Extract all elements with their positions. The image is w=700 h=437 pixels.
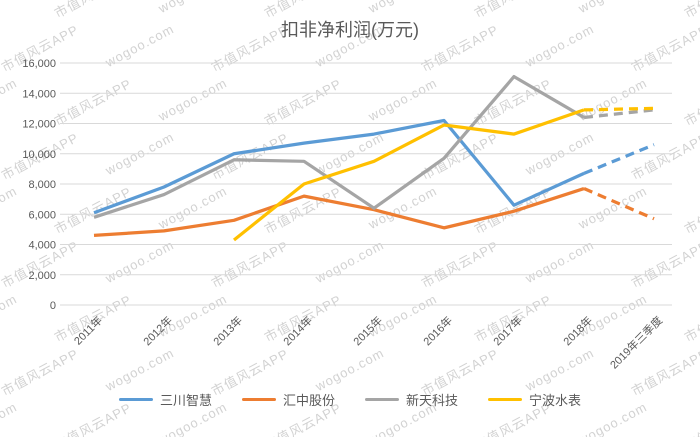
series-line-solid [232, 108, 585, 242]
y-tick-label: 0 [50, 300, 56, 312]
y-tick-label: 14,000 [22, 88, 56, 100]
legend-item: 新天科技 [365, 390, 458, 409]
legend-line-swatch [365, 397, 399, 402]
legend-line-swatch [118, 397, 153, 402]
legend-label: 新天科技 [406, 393, 459, 408]
x-tick-label: 2014年 [280, 313, 315, 348]
x-tick-label: 2019年三季度 [607, 313, 665, 371]
x-tick-label: 2011年 [71, 313, 105, 347]
series-line-dashed [583, 108, 655, 120]
y-tick-label: 12,000 [22, 119, 56, 131]
legend-label: 汇中股份 [282, 393, 335, 408]
y-tick-label: 6,000 [28, 209, 56, 221]
legend-item: 汇中股份 [241, 390, 335, 409]
series-line-dashed [583, 143, 655, 175]
y-tick-label: 8,000 [28, 179, 56, 191]
y-tick-label: 16,000 [22, 58, 56, 70]
x-tick-label: 2012年 [140, 313, 175, 348]
series-line-dashed [583, 187, 655, 221]
x-tick-label: 2016年 [420, 313, 455, 348]
legend-label: 三川智慧 [159, 393, 212, 408]
y-tick-label: 4,000 [28, 240, 56, 252]
legend-line-swatch [241, 397, 276, 402]
legend-line-swatch [488, 397, 523, 402]
legend-label: 宁波水表 [529, 393, 582, 408]
legend-item: 三川智慧 [118, 390, 212, 409]
series-line-solid [93, 74, 585, 219]
legend: 三川智慧 汇中股份 新天科技 宁波水表 [0, 390, 700, 409]
y-tick-label: 2,000 [28, 270, 56, 282]
x-tick-label: 2018年 [560, 313, 595, 348]
x-tick-label: 2015年 [350, 313, 385, 348]
series-line-solid [93, 186, 585, 238]
series-line-dashed [583, 106, 655, 112]
legend-item: 宁波水表 [488, 390, 581, 409]
x-tick-label: 2017年 [490, 313, 525, 348]
y-tick-label: 10,000 [22, 149, 56, 161]
x-tick-label: 2013年 [210, 313, 245, 348]
chart-title: 扣非净利润(万元) [281, 20, 419, 40]
series-line-solid [93, 118, 585, 215]
